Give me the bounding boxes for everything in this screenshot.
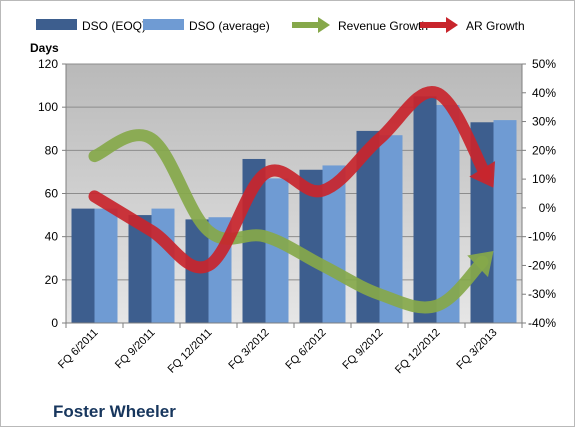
y2-axis-ticks: -40% -30% -20% -10% 0% 10% 20% 30% 40% 50% (528, 57, 556, 330)
y-tick-label: 0 (51, 316, 58, 330)
y2-tick-label: 20% (532, 143, 556, 157)
y2-tick-label: 30% (532, 115, 556, 129)
bar-dso-average (493, 120, 517, 323)
legend-arrow-ar-growth (446, 17, 458, 33)
x-tick-label: FQ 12/2012 (393, 327, 443, 377)
legend-label-ar-growth: AR Growth (466, 19, 525, 33)
legend-arrow-revenue-growth (318, 17, 330, 33)
ar-growth-arrowhead (469, 161, 496, 188)
x-tick-label: FQ 9/2012 (340, 327, 385, 372)
x-tick-label: FQ 3/2013 (454, 327, 499, 372)
bar-dso-average (94, 208, 118, 323)
bar-dso-eoq (299, 169, 323, 323)
legend-swatch-dso-eoq- (36, 19, 77, 30)
axes (62, 63, 526, 328)
y-tick-label: 80 (45, 143, 59, 157)
y2-tick-label: 10% (532, 172, 556, 186)
legend-swatch-dso-average- (143, 19, 184, 30)
legend-label-dso-eoq-: DSO (EOQ) (82, 19, 146, 33)
bar-dso-eoq (128, 215, 152, 323)
y-tick-label: 20 (45, 273, 59, 287)
x-tick-label: FQ 6/2012 (283, 327, 328, 372)
y-tick-label: 120 (38, 57, 58, 71)
y-tick-label: 40 (45, 230, 59, 244)
y2-tick-label: 40% (532, 86, 556, 100)
growth-lines (88, 86, 496, 314)
y2-tick-label: -20% (528, 258, 556, 272)
y-tick-label: 60 (45, 187, 59, 201)
y-axis-ticks: 0 20 40 60 80 100 120 (38, 57, 58, 330)
bar-dso-average (151, 208, 175, 323)
x-tick-label: FQ 12/2011 (166, 327, 215, 376)
bar-dso-average (379, 135, 403, 323)
legend-label-revenue-growth: Revenue Growth (338, 19, 428, 33)
bar-dso-average (265, 178, 289, 323)
y2-tick-label: 50% (532, 57, 556, 71)
legend: DSO (EOQ) DSO (average) Revenue Growth AR G… (36, 17, 525, 33)
bar-dso-eoq (413, 96, 437, 323)
bar-dso-average (322, 165, 346, 323)
y2-tick-label: -40% (528, 316, 556, 330)
chart-title: Foster Wheeler (53, 402, 176, 421)
legend-label-dso-average-: DSO (average) (189, 19, 270, 33)
revenue-growth-line (88, 129, 489, 314)
y2-tick-label: -30% (528, 287, 556, 301)
x-tick-label: FQ 9/2011 (113, 327, 158, 372)
bar-dso-eoq (356, 130, 380, 323)
x-tick-label: FQ 3/2012 (226, 327, 271, 372)
revenue-growth-arrowhead (467, 251, 494, 278)
y2-tick-label: -10% (528, 230, 556, 244)
bar-dso-eoq (71, 208, 95, 323)
x-axis-ticks: FQ 6/2011 FQ 9/2011 FQ 12/2011 FQ 3/2012 FQ … (56, 327, 500, 377)
y2-tick-label: 0% (539, 201, 557, 215)
y-tick-label: 100 (38, 100, 58, 114)
x-tick-label: FQ 6/2011 (56, 327, 101, 372)
ar-growth-line (88, 86, 492, 274)
bar-dso-average (436, 105, 460, 323)
y-axis-title: Days (30, 41, 59, 55)
